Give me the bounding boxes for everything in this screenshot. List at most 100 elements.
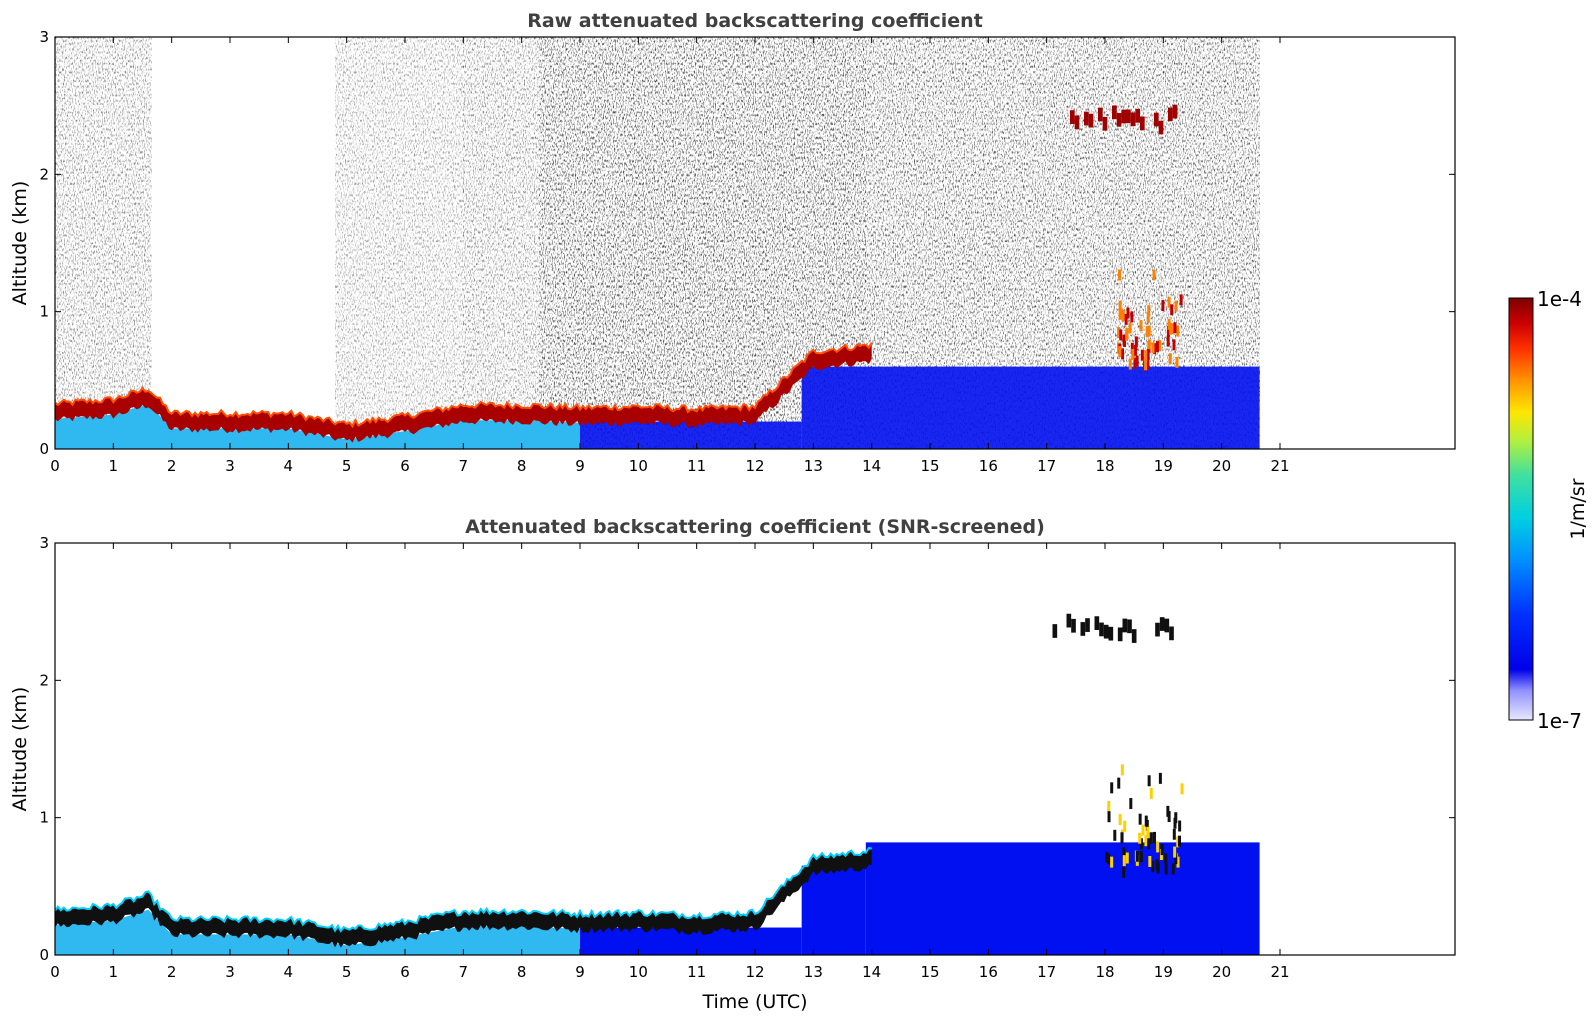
plume-cell	[1145, 326, 1149, 338]
cloud-cell	[1071, 618, 1076, 633]
cloud-cell	[1112, 105, 1117, 120]
plume-cell	[1139, 838, 1143, 850]
cloud-cell	[1094, 616, 1100, 630]
plume-cell	[1160, 844, 1164, 856]
plume-cell	[1125, 852, 1129, 864]
x-tick-label: 15	[920, 963, 939, 981]
plume-cell	[1153, 343, 1157, 355]
cloud-cell	[1066, 613, 1072, 628]
cloud-cell	[1158, 120, 1164, 135]
x-tick-label: 19	[1154, 963, 1173, 981]
plume-cell	[1166, 325, 1170, 337]
plume-cell	[1147, 305, 1151, 317]
plume-cell	[1176, 325, 1180, 337]
plume-cell	[1149, 787, 1153, 799]
x-tick-label: 21	[1270, 963, 1289, 981]
cloud-cell	[1103, 624, 1109, 639]
plume-cell	[1110, 856, 1114, 868]
plume-cell	[1144, 350, 1148, 362]
plume-cell	[1172, 339, 1176, 351]
x-tick-label: 2	[167, 457, 177, 475]
snr-screened-panel: Attenuated backscattering coefficient (S…	[9, 516, 1456, 1013]
colorbar: 1e-4 1e-7 1/m/sr	[1508, 287, 1589, 733]
noise-region	[335, 37, 464, 449]
x-tick-label: 8	[517, 963, 527, 981]
plume-cell	[1125, 329, 1129, 341]
cloud-cell	[1099, 622, 1104, 637]
plume-cell	[1164, 863, 1168, 875]
boundary-layer-edge	[55, 846, 872, 933]
colorbar-gradient	[1508, 297, 1534, 721]
cloud-cell	[1074, 115, 1080, 130]
plume-cell	[1107, 800, 1111, 812]
plume-cell	[1113, 829, 1117, 841]
x-tick-label: 16	[979, 963, 998, 981]
cloud-cell	[1126, 109, 1131, 124]
plume-cell	[1152, 269, 1156, 281]
plume-cell	[1133, 344, 1137, 356]
plume-cell	[1110, 782, 1114, 794]
y-tick-label: 3	[39, 534, 49, 552]
plume-cell	[1147, 325, 1151, 337]
plume-cell	[1141, 824, 1145, 836]
plume-cell	[1117, 327, 1121, 339]
plume-cell	[1146, 312, 1150, 324]
raw-backscatter-panel: Raw attenuated backscattering coefficien…	[9, 10, 1456, 475]
x-tick-label: 21	[1270, 457, 1289, 475]
plume-cell	[1147, 838, 1151, 850]
plume-cell	[1170, 304, 1174, 316]
boundary-layer-band	[55, 342, 872, 443]
plume-cell	[1174, 853, 1178, 865]
x-tick-label: 18	[1095, 963, 1114, 981]
cloud-cell	[1088, 113, 1094, 128]
plume-cell	[1176, 836, 1180, 848]
y-tick-label: 0	[39, 946, 49, 964]
screened-aerosol-region	[865, 842, 1260, 955]
cloud-cell	[1098, 107, 1103, 122]
plume-cell	[1174, 300, 1178, 312]
plume-cell	[1146, 349, 1150, 361]
x-tick-label: 17	[1037, 457, 1056, 475]
x-axis-label: Time (UTC)	[701, 991, 807, 1013]
dense-aerosol-region	[801, 366, 1260, 449]
plume-cell	[1122, 855, 1126, 867]
x-tick-label: 11	[687, 963, 706, 981]
x-tick-label: 20	[1212, 457, 1231, 475]
x-tick-label: 14	[862, 963, 881, 981]
x-tick-label: 4	[284, 963, 294, 981]
plume-cell	[1171, 863, 1175, 875]
plume-cell	[1129, 798, 1133, 810]
plume-cell	[1128, 322, 1132, 334]
plume-cell	[1131, 348, 1135, 360]
plume-cell	[1170, 323, 1174, 335]
plume-cell	[1148, 855, 1152, 867]
colorbar-min-label: 1e-7	[1537, 709, 1582, 733]
x-tick-label: 12	[745, 457, 764, 475]
plume-cell	[1146, 358, 1150, 370]
dense-aerosol-region	[580, 421, 802, 449]
plume-cell	[1158, 772, 1162, 784]
plume-cell	[1133, 357, 1137, 369]
plume-cell	[1156, 841, 1160, 853]
plume-cell	[1178, 820, 1182, 832]
plume-cell	[1167, 318, 1171, 330]
cloud-cell	[1172, 104, 1178, 119]
cloud-cell	[1084, 111, 1089, 126]
panel-1-y-label: Altitude (km)	[9, 181, 31, 306]
plume-cell	[1144, 359, 1148, 371]
panel-2-x-ticks: 0 1 2 3 4 5 6 7 8 9 10 11 12 13 14 15 16 17 18 19 20 21	[50, 543, 1290, 981]
x-tick-label: 13	[804, 457, 823, 475]
plume-cell	[1120, 832, 1124, 844]
x-tick-label: 10	[629, 457, 648, 475]
x-tick-label: 19	[1154, 457, 1173, 475]
x-tick-label: 5	[342, 963, 352, 981]
plume-cell	[1161, 300, 1165, 312]
plume-cell	[1139, 320, 1143, 332]
y-tick-label: 1	[39, 809, 49, 827]
plume-cell	[1175, 356, 1179, 368]
panel-2-title: Attenuated backscattering coefficient (S…	[465, 516, 1045, 538]
x-tick-label: 3	[225, 457, 235, 475]
plume-cell	[1139, 851, 1143, 863]
x-tick-label: 18	[1095, 457, 1114, 475]
plume-cell	[1156, 862, 1160, 874]
